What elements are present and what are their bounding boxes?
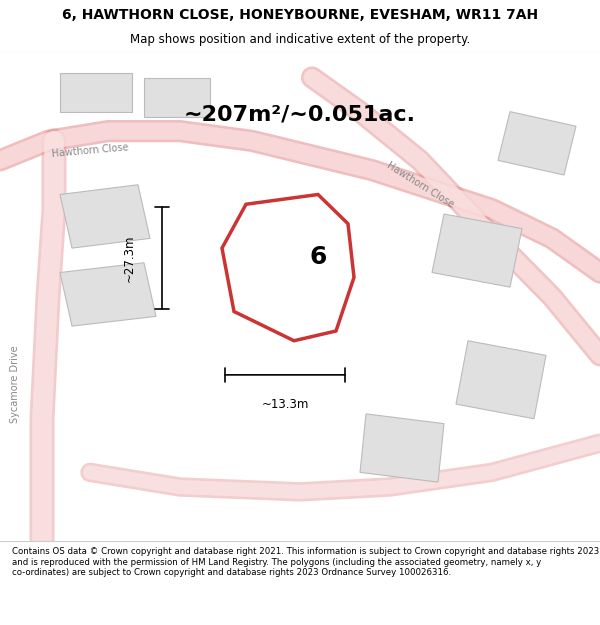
Text: ~27.3m: ~27.3m <box>122 234 136 282</box>
Polygon shape <box>222 194 354 341</box>
Polygon shape <box>144 78 210 116</box>
Polygon shape <box>60 185 150 248</box>
Text: ~13.3m: ~13.3m <box>262 398 308 411</box>
Text: 6: 6 <box>310 244 326 269</box>
Polygon shape <box>432 214 522 287</box>
Text: Map shows position and indicative extent of the property.: Map shows position and indicative extent… <box>130 33 470 46</box>
Polygon shape <box>456 341 546 419</box>
Text: Hawthorn Close: Hawthorn Close <box>385 160 455 209</box>
Text: Contains OS data © Crown copyright and database right 2021. This information is : Contains OS data © Crown copyright and d… <box>12 548 599 577</box>
Text: 6, HAWTHORN CLOSE, HONEYBOURNE, EVESHAM, WR11 7AH: 6, HAWTHORN CLOSE, HONEYBOURNE, EVESHAM,… <box>62 8 538 22</box>
Polygon shape <box>60 72 132 112</box>
Text: ~207m²/~0.051ac.: ~207m²/~0.051ac. <box>184 104 416 124</box>
Polygon shape <box>498 112 576 175</box>
Text: Sycamore Drive: Sycamore Drive <box>10 346 20 424</box>
Polygon shape <box>60 262 156 326</box>
Text: Hawthorn Close: Hawthorn Close <box>51 142 129 159</box>
Polygon shape <box>360 414 444 482</box>
